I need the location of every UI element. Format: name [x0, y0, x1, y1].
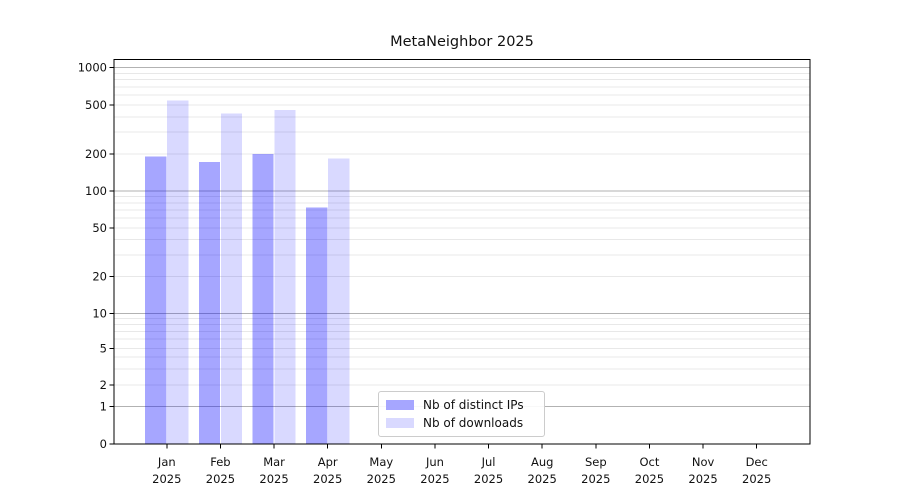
- y-tick-label: 0: [100, 437, 107, 451]
- x-tick-label-year: 2025: [206, 472, 235, 486]
- x-tick-label-month: Oct: [640, 455, 660, 469]
- plot-border: [113, 59, 811, 445]
- legend: Nb of distinct IPs Nb of downloads: [378, 391, 545, 437]
- x-tick-label-year: 2025: [688, 472, 717, 486]
- x-tick-label-month: Nov: [692, 455, 715, 469]
- x-tick-label-month: Jul: [481, 455, 496, 469]
- x-tick-label-year: 2025: [635, 472, 664, 486]
- x-tick-label-month: Dec: [746, 455, 768, 469]
- bar-distinct-ips-apr: [306, 207, 328, 444]
- bar-downloads-mar: [274, 110, 296, 444]
- x-tick-label-year: 2025: [313, 472, 342, 486]
- legend-row-distinct-ips: Nb of distinct IPs: [386, 398, 544, 412]
- x-tick-label-month: Apr: [318, 455, 338, 469]
- x-tick-label-month: May: [369, 455, 393, 469]
- y-tick-label: 1: [100, 400, 107, 414]
- x-tick-label-year: 2025: [528, 472, 557, 486]
- bar-downloads-feb: [220, 113, 243, 444]
- y-tick-label: 50: [92, 221, 107, 235]
- bar-downloads-apr: [328, 158, 350, 445]
- x-tick-label-month: Mar: [263, 455, 285, 469]
- x-tick-label-month: Feb: [210, 455, 230, 469]
- x-tick-label-month: Aug: [531, 455, 553, 469]
- bar-distinct-ips-feb: [198, 161, 221, 444]
- y-tick-label: 2: [100, 378, 107, 392]
- x-tick-label-year: 2025: [742, 472, 771, 486]
- x-tick-label-year: 2025: [152, 472, 181, 486]
- legend-label-distinct-ips: Nb of distinct IPs: [423, 398, 524, 412]
- legend-label-downloads: Nb of downloads: [423, 416, 524, 430]
- x-tick-label-year: 2025: [474, 472, 503, 486]
- y-tick-label: 20: [92, 269, 107, 283]
- legend-swatch-distinct-ips: [386, 400, 414, 410]
- legend-row-downloads: Nb of downloads: [386, 416, 544, 430]
- y-tick-label: 1000: [78, 61, 107, 75]
- x-tick-label-year: 2025: [581, 472, 610, 486]
- bar-distinct-ips-mar: [252, 153, 274, 444]
- y-tick-label: 500: [85, 98, 107, 112]
- x-tick-label-year: 2025: [259, 472, 288, 486]
- bar-distinct-ips-jan: [145, 156, 167, 444]
- x-tick-label-month: Jan: [157, 455, 176, 469]
- y-tick-label: 10: [92, 306, 107, 320]
- y-tick-label: 200: [85, 147, 107, 161]
- x-tick-label-month: Jun: [425, 455, 444, 469]
- chart-title: MetaNeighbor 2025: [390, 34, 534, 50]
- x-tick-label-year: 2025: [420, 472, 449, 486]
- y-tick-label: 100: [85, 184, 107, 198]
- y-tick-label: 5: [100, 341, 107, 355]
- legend-swatch-downloads: [386, 418, 414, 428]
- x-tick-label-year: 2025: [367, 472, 396, 486]
- x-tick-label-month: Sep: [585, 455, 607, 469]
- bar-downloads-jan: [167, 100, 189, 444]
